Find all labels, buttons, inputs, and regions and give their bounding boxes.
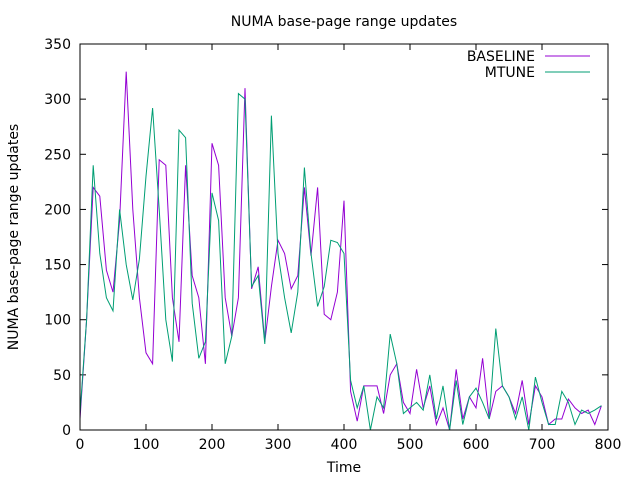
x-tick-label: 800 xyxy=(595,437,622,453)
x-axis-label: Time xyxy=(326,460,361,476)
x-tick-label: 300 xyxy=(265,437,292,453)
x-tick-label: 100 xyxy=(133,437,160,453)
chart-title: NUMA base-page range updates xyxy=(231,14,457,30)
legend-label: MTUNE xyxy=(485,65,535,81)
y-tick-label: 50 xyxy=(53,368,71,384)
x-tick-label: 700 xyxy=(529,437,556,453)
y-tick-label: 150 xyxy=(44,258,71,274)
legend-label: BASELINE xyxy=(467,49,535,65)
x-tick-label: 600 xyxy=(463,437,490,453)
y-tick-label: 0 xyxy=(62,423,71,439)
x-tick-label: 200 xyxy=(199,437,226,453)
plot-frame xyxy=(79,43,609,431)
y-tick-label: 250 xyxy=(44,147,71,163)
y-tick-label: 300 xyxy=(44,92,71,108)
y-axis-label: NUMA base-page range updates xyxy=(6,124,22,350)
x-tick-label: 400 xyxy=(331,437,358,453)
y-tick-label: 350 xyxy=(44,37,71,53)
series-line-baseline xyxy=(79,71,602,431)
y-tick-label: 200 xyxy=(44,202,71,218)
series-line-mtune xyxy=(79,92,602,431)
y-tick-label: 100 xyxy=(44,313,71,329)
x-tick-label: 500 xyxy=(397,437,424,453)
x-tick-label: 0 xyxy=(76,437,85,453)
